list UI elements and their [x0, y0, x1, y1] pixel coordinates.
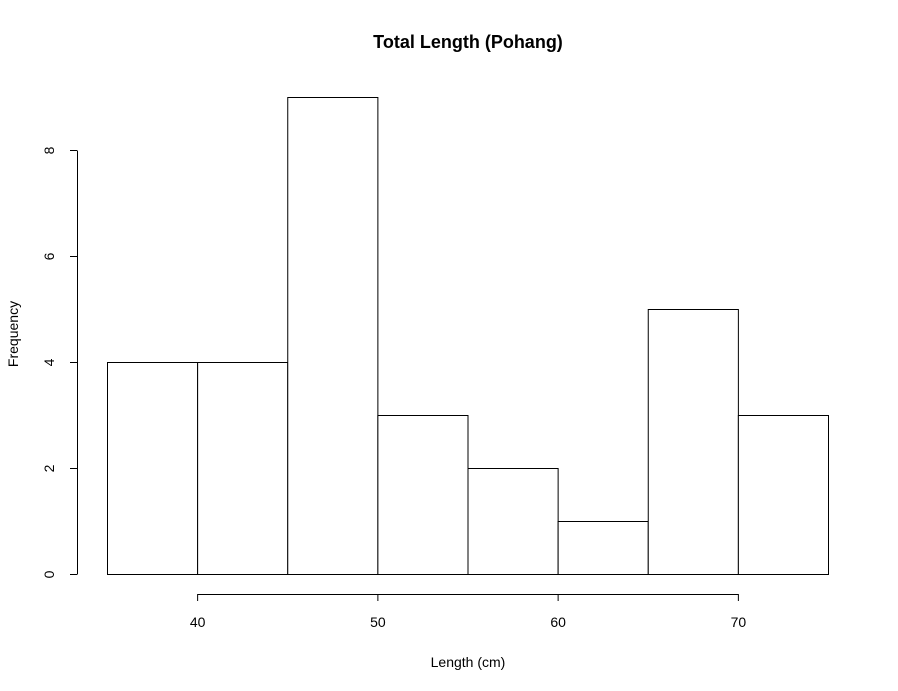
histogram-bars	[107, 97, 829, 575]
y-tick-label: 6	[41, 252, 57, 260]
x-tick-label: 70	[731, 614, 747, 630]
x-axis: 40 50 60 70	[190, 594, 747, 630]
y-tick-label: 4	[41, 358, 57, 366]
x-axis-label: Length (cm)	[431, 654, 506, 670]
y-tick-label: 0	[41, 570, 57, 578]
histogram-bar	[287, 97, 379, 575]
histogram-bar	[647, 309, 739, 575]
histogram-bar	[377, 415, 469, 575]
x-tick-label: 60	[550, 614, 566, 630]
y-axis-label: Frequency	[5, 301, 21, 367]
histogram-bar	[737, 415, 829, 575]
histogram-bar	[197, 362, 289, 575]
y-tick-label: 2	[41, 464, 57, 472]
x-tick-label: 50	[370, 614, 386, 630]
y-tick-label: 8	[41, 146, 57, 154]
histogram-bar	[107, 362, 199, 575]
histogram-bar	[467, 468, 559, 575]
chart-title: Total Length (Pohang)	[373, 32, 563, 52]
histogram-bar	[557, 521, 649, 575]
y-axis: 0 2 4 6 8	[41, 146, 78, 578]
x-tick-label: 40	[190, 614, 206, 630]
